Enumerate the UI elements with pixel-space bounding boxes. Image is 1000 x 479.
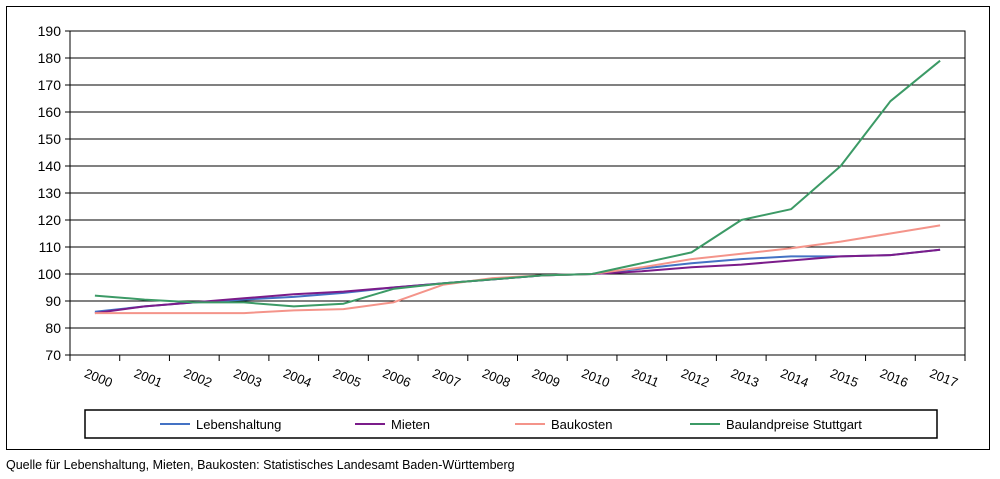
y-tick-label: 120 <box>38 212 62 228</box>
y-tick-label: 70 <box>45 347 61 363</box>
x-tick-label: 2013 <box>729 365 761 390</box>
x-tick-label: 2014 <box>778 365 810 390</box>
x-tick-label: 2017 <box>928 365 960 390</box>
x-tick-label: 2015 <box>828 365 860 390</box>
x-tick-label: 2006 <box>381 365 413 390</box>
y-tick-label: 140 <box>38 158 62 174</box>
series-lines <box>94 59 941 315</box>
x-tick-label: 2005 <box>331 365 363 390</box>
x-tick-label: 2000 <box>82 365 114 390</box>
x-tick-label: 2003 <box>231 365 263 390</box>
y-tick-label: 80 <box>45 320 61 336</box>
series-line-baulandpreise-stuttgart <box>94 59 941 308</box>
legend: Lebenshaltung Mieten Baukosten Baulandpreis… <box>84 409 938 439</box>
legend-label: Lebenshaltung <box>196 417 281 432</box>
y-tick-label: 100 <box>38 266 62 282</box>
y-tick-label: 180 <box>38 50 62 66</box>
source-footnote: Quelle für Lebenshaltung, Mieten, Baukos… <box>6 458 515 472</box>
x-tick-label: 2010 <box>580 365 612 390</box>
line-chart: 70 80 90 100 110 120 130 140 150 160 170 180 190 2000… <box>38 23 966 439</box>
legend-label: Baulandpreise Stuttgart <box>726 417 862 432</box>
y-tick-label: 130 <box>38 185 62 201</box>
y-tick-label: 110 <box>39 239 62 255</box>
legend-box <box>84 409 938 439</box>
y-tick-label: 170 <box>38 77 62 93</box>
x-tick-label: 2012 <box>679 365 711 390</box>
x-tick-label: 2002 <box>182 365 214 390</box>
y-tick-label: 150 <box>38 131 62 147</box>
x-tick-label: 2001 <box>132 365 164 390</box>
x-tick-label: 2008 <box>480 365 512 390</box>
x-tick-label: 2016 <box>878 365 910 390</box>
grid-lines <box>69 30 966 356</box>
y-tick-label: 90 <box>45 293 61 309</box>
legend-label: Mieten <box>391 417 430 432</box>
x-tick-label: 2004 <box>281 365 313 390</box>
x-tick-label: 2011 <box>630 366 662 390</box>
y-tick-label: 160 <box>38 104 62 120</box>
x-tick-label: 2007 <box>430 365 462 390</box>
y-tick-label: 190 <box>38 23 62 39</box>
chart-frame <box>6 6 990 450</box>
x-tick-label: 2009 <box>530 365 562 390</box>
legend-label: Baukosten <box>551 417 612 432</box>
